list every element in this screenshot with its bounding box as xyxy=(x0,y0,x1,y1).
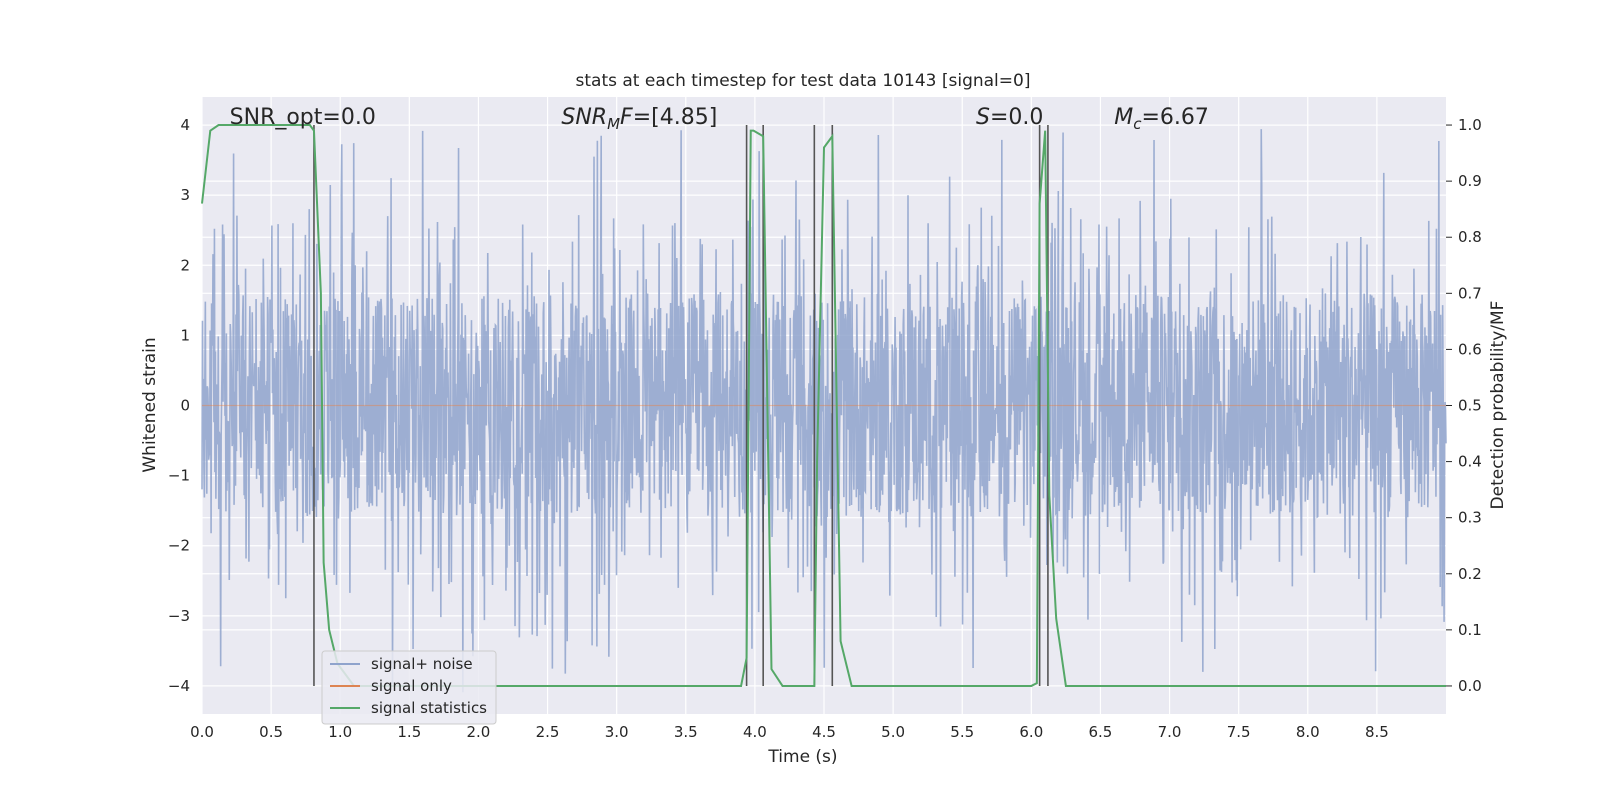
annotation-snr-opt: SNR_opt=0.0 xyxy=(230,105,376,130)
x-tick-label: 7.0 xyxy=(1158,723,1182,741)
x-tick-label: 6.5 xyxy=(1089,723,1113,741)
y2-axis-label: Detection probability/MF xyxy=(1488,301,1508,510)
y2-tick-label: 0.2 xyxy=(1458,565,1482,583)
legend-box xyxy=(321,650,497,725)
y-axis-right: 0.0 0.1 0.2 0.3 0.4 0.5 0.6 0.7 0.8 0.9 1.0 xyxy=(1446,116,1482,695)
y-tick-label: 4 xyxy=(180,116,190,134)
series-signal-statistics xyxy=(201,124,1446,687)
y2-tick-label: 1.0 xyxy=(1458,116,1482,134)
x-tick-label: 5.5 xyxy=(950,723,974,741)
y-tick-label: 1 xyxy=(180,326,190,344)
y-tick-label: 0 xyxy=(180,397,190,415)
x-tick-label: 5.0 xyxy=(881,723,905,741)
x-tick-label: 8.0 xyxy=(1296,723,1320,741)
x-tick-label: 4.5 xyxy=(812,723,836,741)
x-tick-label: 1.5 xyxy=(397,723,421,741)
y2-tick-label: 0.9 xyxy=(1458,172,1482,190)
x-tick-label: 3.5 xyxy=(674,723,698,741)
legend-label-signal-statistics: signal statistics xyxy=(371,699,487,717)
annotation-mc-val: Mc=6.67 xyxy=(1114,105,1209,133)
y2-tick-label: 0.3 xyxy=(1458,509,1482,527)
x-tick-label: 0.5 xyxy=(259,723,283,741)
x-tick-label: 2.5 xyxy=(536,723,560,741)
x-axis-label: Time (s) xyxy=(767,747,837,767)
y-tick-label: −3 xyxy=(168,607,190,625)
y-axis-left: −4 −3 −2 −1 0 1 2 3 4 xyxy=(168,116,190,695)
x-tick-label: 6.0 xyxy=(1019,723,1043,741)
y-tick-label: −1 xyxy=(168,467,190,485)
y-tick-label: −4 xyxy=(168,677,190,695)
x-tick-label: 2.0 xyxy=(467,723,491,741)
y-tick-label: 2 xyxy=(180,256,190,274)
x-tick-label: 4.0 xyxy=(743,723,767,741)
legend-label-signal-only: signal only xyxy=(371,677,452,695)
x-axis: 0.0 0.5 1.0 1.5 2.0 2.5 3.0 3.5 4.0 4.5 5.0 5.5 6.0 6… xyxy=(190,723,1389,741)
y2-tick-label: 0.5 xyxy=(1458,397,1482,415)
y2-tick-label: 0.1 xyxy=(1458,621,1482,639)
y-tick-label: 3 xyxy=(180,186,190,204)
y2-tick-label: 0.7 xyxy=(1458,284,1482,302)
y2-tick-label: 0.8 xyxy=(1458,228,1482,246)
x-tick-label: 3.0 xyxy=(605,723,629,741)
x-tick-label: 7.5 xyxy=(1227,723,1251,741)
legend-label-signal-noise: signal+ noise xyxy=(371,655,473,673)
series-signal-noise xyxy=(201,129,1447,693)
line-signal-statistics xyxy=(201,124,1446,687)
annotation-s-val: S=0.0 xyxy=(976,105,1043,130)
annotations: SNR_opt=0.0 SNRMF=[4.85] S=0.0 Mc=6.67 xyxy=(230,105,1209,133)
y-tick-label: −2 xyxy=(168,537,190,555)
y2-tick-label: 0.6 xyxy=(1458,340,1482,358)
y2-tick-label: 0.4 xyxy=(1458,453,1482,471)
x-tick-label: 0.0 xyxy=(190,723,214,741)
y-axis-label: Whitened strain xyxy=(140,337,160,472)
y2-tick-label: 0.0 xyxy=(1458,677,1482,695)
annotation-snr-mf: SNRMF=[4.85] xyxy=(561,105,717,133)
x-tick-label: 1.0 xyxy=(328,723,352,741)
chart-title: stats at each timestep for test data 101… xyxy=(576,71,1031,91)
line-signal-noise xyxy=(201,129,1447,693)
x-tick-label: 8.5 xyxy=(1365,723,1389,741)
legend: signal+ noise signal only signal statist… xyxy=(321,650,497,725)
